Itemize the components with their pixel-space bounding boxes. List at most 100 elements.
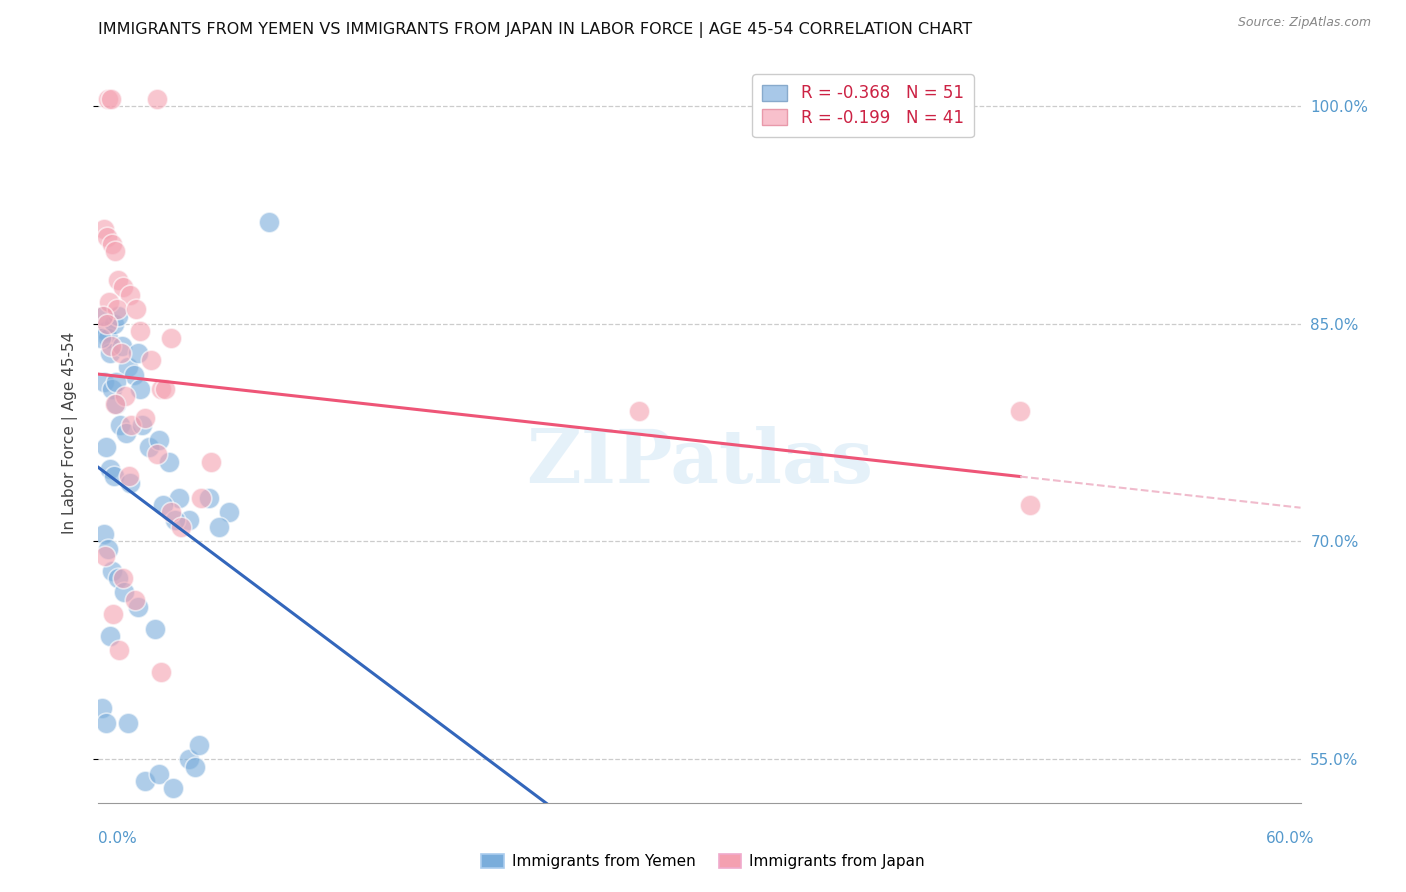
Point bbox=[103, 607, 125, 621]
Point bbox=[145, 447, 167, 461]
Y-axis label: In Labor Force | Age 45-54: In Labor Force | Age 45-54 bbox=[62, 332, 77, 533]
Point bbox=[163, 513, 186, 527]
Point bbox=[148, 433, 170, 447]
Point bbox=[117, 715, 139, 730]
Point bbox=[100, 629, 122, 643]
Point bbox=[96, 715, 118, 730]
Point bbox=[128, 599, 150, 614]
Point bbox=[131, 418, 153, 433]
Point bbox=[107, 302, 129, 317]
Point bbox=[96, 229, 118, 244]
Point bbox=[100, 338, 122, 352]
Point bbox=[105, 375, 128, 389]
Point bbox=[103, 317, 125, 331]
Point bbox=[93, 527, 115, 541]
Text: Source: ZipAtlas.com: Source: ZipAtlas.com bbox=[1237, 16, 1371, 29]
Point bbox=[124, 592, 146, 607]
Point bbox=[153, 382, 176, 396]
Point bbox=[114, 585, 136, 599]
Point bbox=[177, 513, 200, 527]
Point bbox=[117, 360, 139, 375]
Point bbox=[114, 389, 136, 403]
Point bbox=[100, 345, 122, 359]
Point bbox=[138, 440, 160, 454]
Point bbox=[257, 215, 280, 229]
Point bbox=[110, 418, 132, 433]
Point bbox=[157, 455, 180, 469]
Point bbox=[108, 643, 131, 657]
Point bbox=[149, 382, 172, 396]
Point bbox=[104, 244, 127, 259]
Point bbox=[159, 506, 181, 520]
Point bbox=[118, 469, 141, 483]
Point bbox=[139, 353, 162, 368]
Text: ZIPatlas: ZIPatlas bbox=[526, 425, 873, 499]
Point bbox=[97, 541, 120, 556]
Text: 0.0%: 0.0% bbox=[98, 831, 138, 846]
Point bbox=[124, 368, 146, 382]
Point bbox=[93, 375, 115, 389]
Point bbox=[167, 491, 190, 505]
Point bbox=[103, 469, 125, 483]
Point bbox=[100, 462, 122, 476]
Point bbox=[197, 491, 219, 505]
Point bbox=[96, 317, 118, 331]
Legend: R = -0.368   N = 51, R = -0.199   N = 41: R = -0.368 N = 51, R = -0.199 N = 41 bbox=[752, 74, 973, 137]
Point bbox=[107, 273, 129, 287]
Point bbox=[98, 295, 121, 310]
Point bbox=[125, 302, 148, 317]
Point bbox=[148, 766, 170, 780]
Point bbox=[101, 236, 124, 251]
Point bbox=[110, 345, 132, 359]
Point bbox=[152, 498, 174, 512]
Point bbox=[100, 92, 122, 106]
Point bbox=[149, 665, 172, 680]
Point bbox=[101, 564, 124, 578]
Point bbox=[120, 476, 142, 491]
Point bbox=[115, 425, 138, 440]
Point bbox=[112, 280, 135, 294]
Point bbox=[111, 338, 134, 352]
Point bbox=[121, 418, 143, 433]
Point bbox=[107, 310, 129, 324]
Text: 60.0%: 60.0% bbox=[1267, 831, 1315, 846]
Point bbox=[129, 324, 152, 338]
Point bbox=[96, 324, 118, 338]
Point bbox=[145, 92, 167, 106]
Legend: Immigrants from Yemen, Immigrants from Japan: Immigrants from Yemen, Immigrants from J… bbox=[475, 848, 931, 875]
Point bbox=[1019, 498, 1042, 512]
Point bbox=[143, 622, 166, 636]
Point bbox=[96, 440, 118, 454]
Point bbox=[169, 520, 191, 534]
Point bbox=[134, 411, 156, 425]
Point bbox=[128, 345, 150, 359]
Point bbox=[208, 520, 231, 534]
Point bbox=[183, 759, 205, 773]
Point bbox=[104, 396, 127, 410]
Point bbox=[187, 738, 209, 752]
Point bbox=[200, 455, 222, 469]
Point bbox=[112, 571, 135, 585]
Point bbox=[97, 331, 120, 345]
Point bbox=[91, 701, 114, 715]
Point bbox=[218, 506, 240, 520]
Point bbox=[134, 774, 156, 789]
Point bbox=[90, 331, 112, 345]
Point bbox=[97, 92, 120, 106]
Point bbox=[177, 752, 200, 766]
Point bbox=[159, 331, 181, 345]
Point bbox=[120, 287, 142, 301]
Point bbox=[190, 491, 212, 505]
Point bbox=[94, 549, 117, 563]
Point bbox=[105, 396, 128, 410]
Point bbox=[93, 222, 115, 236]
Point bbox=[1010, 404, 1032, 418]
Point bbox=[162, 781, 184, 796]
Point bbox=[93, 310, 115, 324]
Point bbox=[107, 571, 129, 585]
Point bbox=[628, 404, 651, 418]
Point bbox=[101, 382, 124, 396]
Point bbox=[93, 310, 115, 324]
Point bbox=[129, 382, 152, 396]
Text: IMMIGRANTS FROM YEMEN VS IMMIGRANTS FROM JAPAN IN LABOR FORCE | AGE 45-54 CORREL: IMMIGRANTS FROM YEMEN VS IMMIGRANTS FROM… bbox=[98, 22, 973, 38]
